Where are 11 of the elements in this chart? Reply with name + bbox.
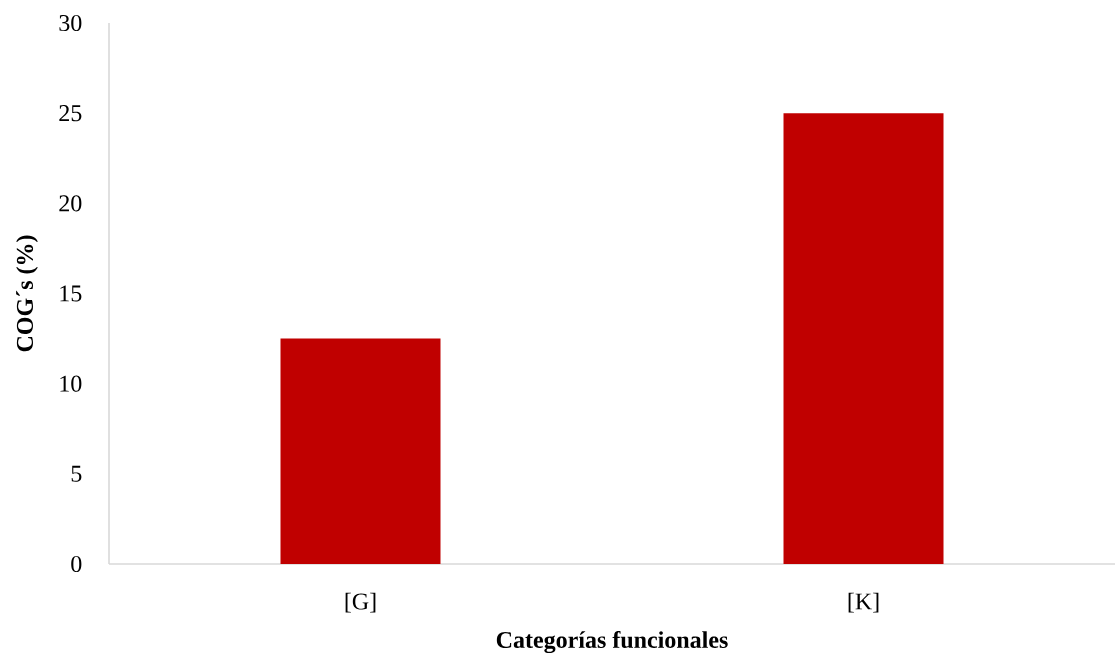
y-tick-label: 0 xyxy=(71,555,82,573)
x-tick-label: [G] xyxy=(345,592,376,613)
y-axis-title: COG´s (%) xyxy=(16,235,38,352)
y-tick-label: 25 xyxy=(59,105,82,122)
x-axis-title: Categorías funcionales xyxy=(496,630,728,654)
y-tick-label: 30 xyxy=(59,14,82,32)
y-tick-label: 20 xyxy=(59,195,82,212)
x-tick-label: [K] xyxy=(848,592,879,613)
y-tick-label: 15 xyxy=(60,285,82,302)
y-tick-label: 10 xyxy=(60,375,82,392)
y-tick-label: 5 xyxy=(71,465,82,482)
